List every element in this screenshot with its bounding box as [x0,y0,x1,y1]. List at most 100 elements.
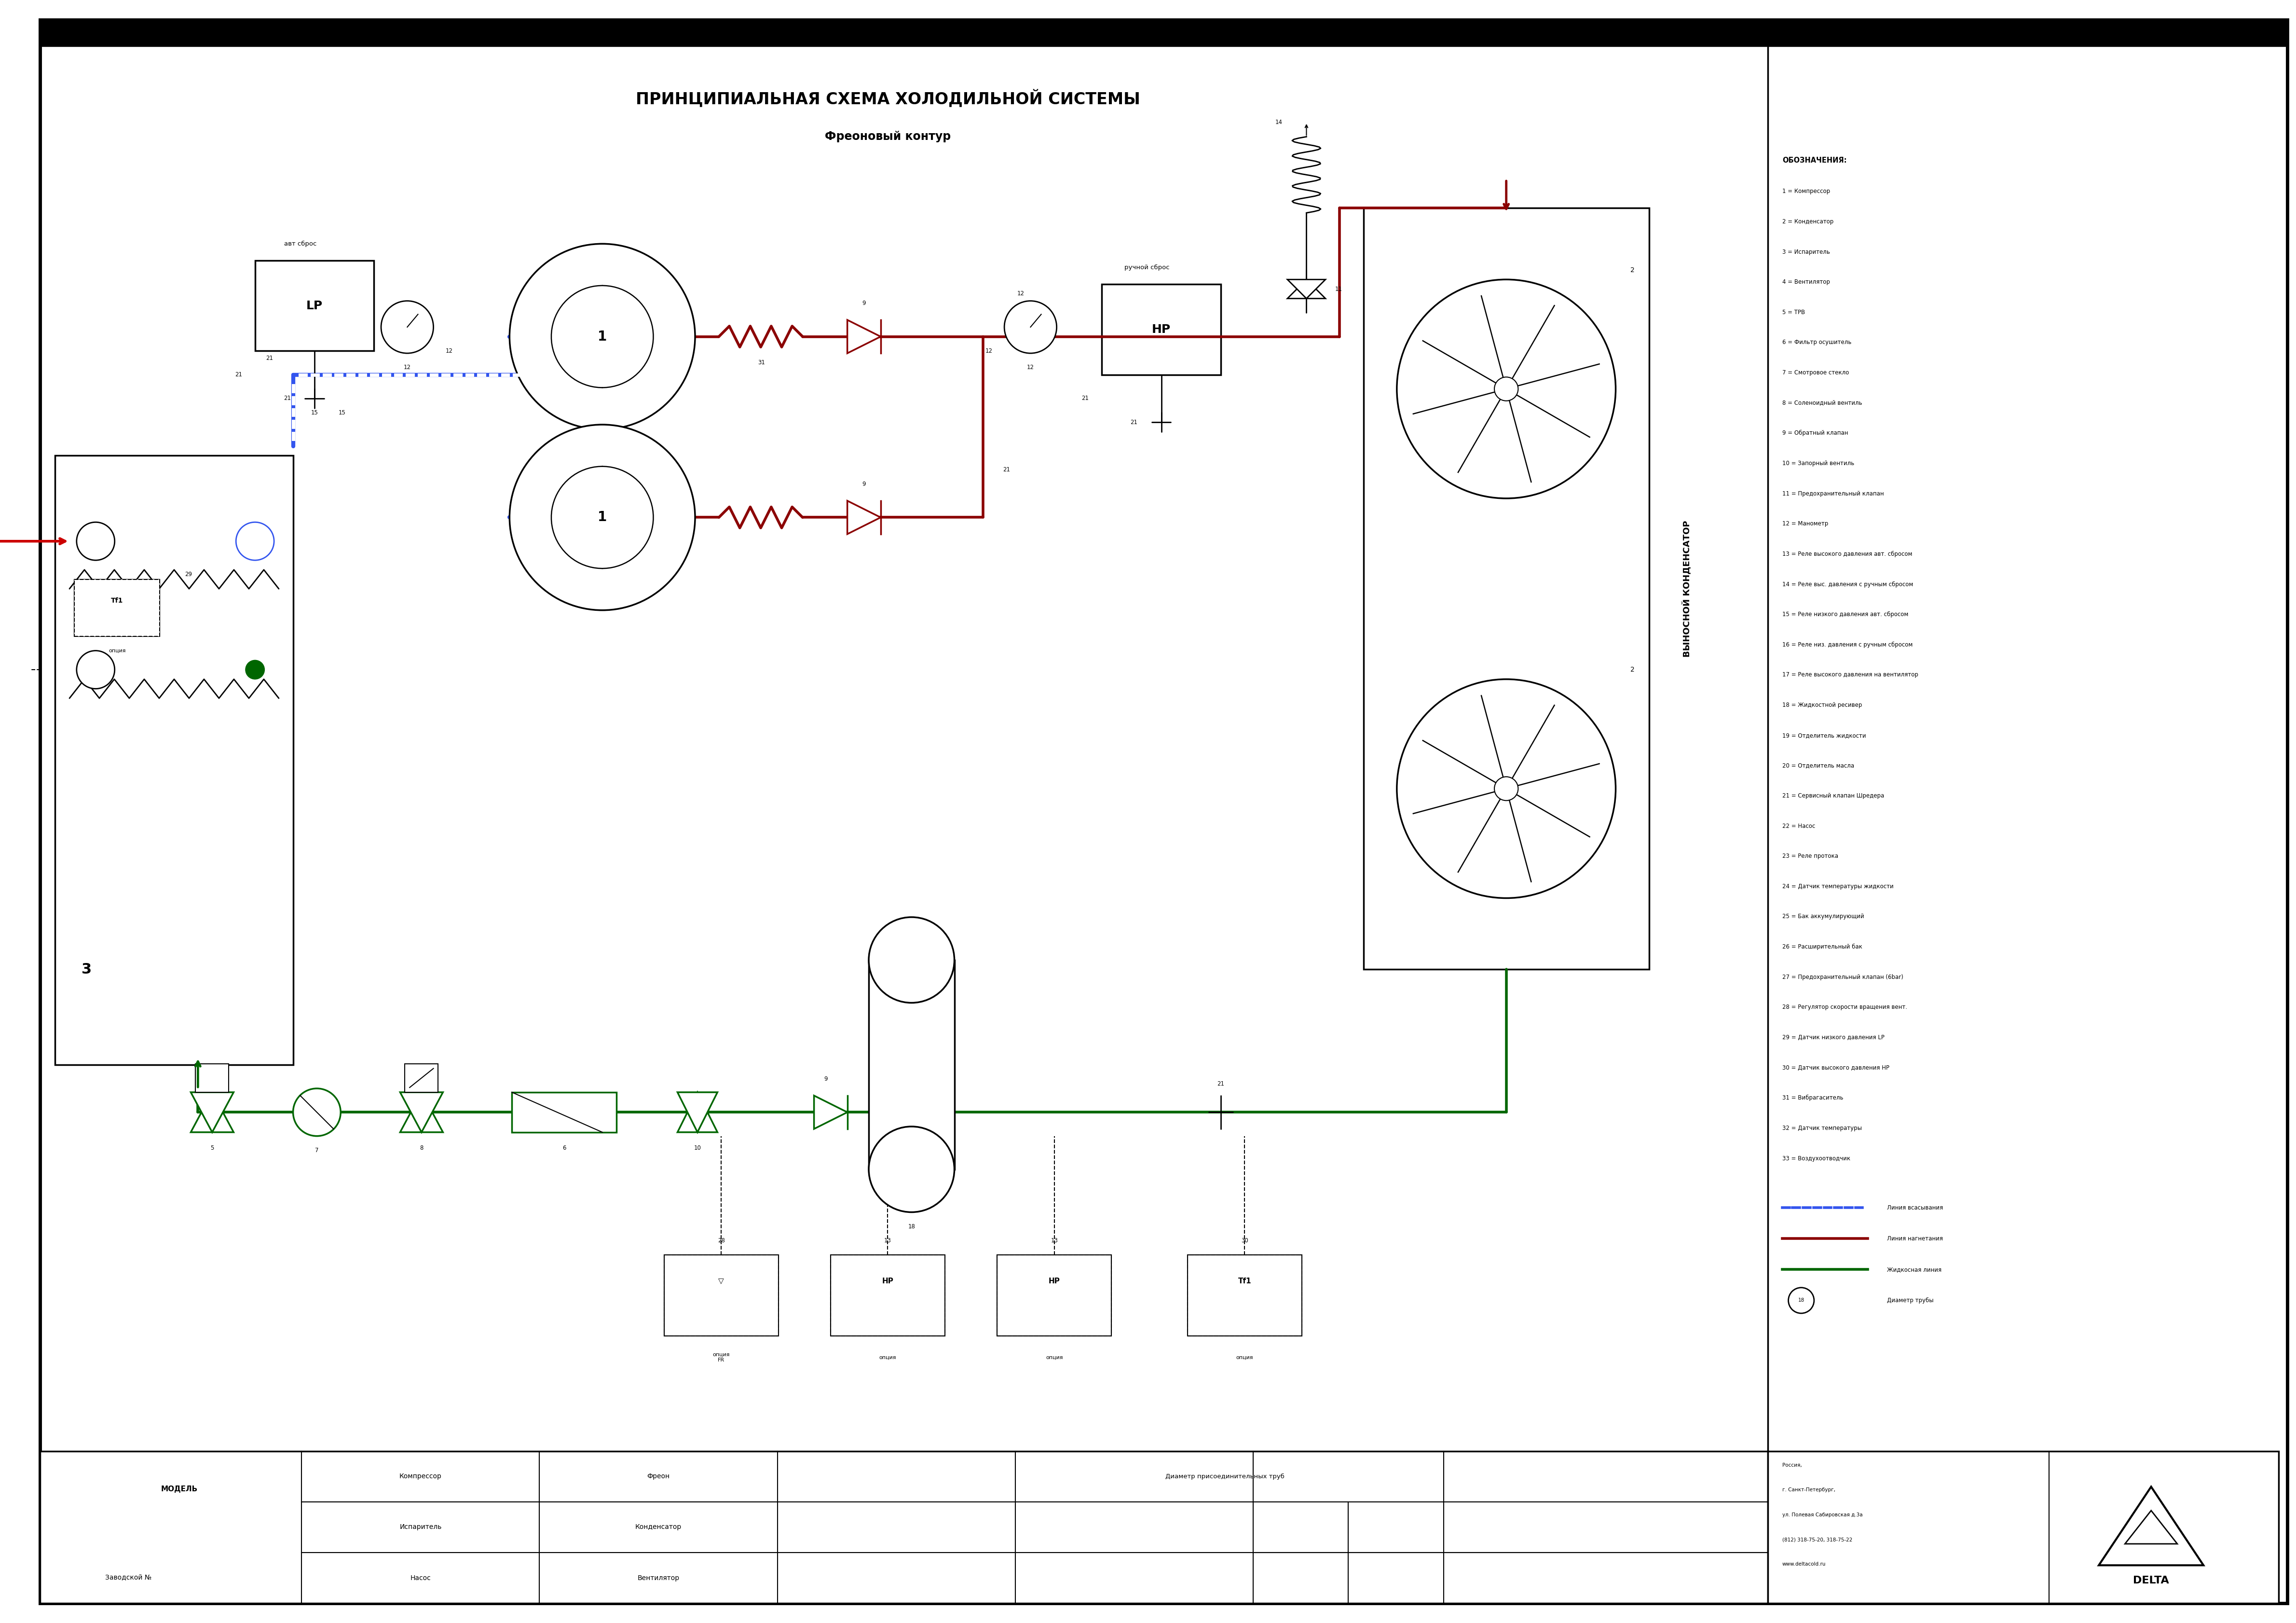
Text: 9: 9 [863,300,866,307]
Text: Жидкосная линия: Жидкосная линия [1887,1266,1942,1272]
Text: 31 = Вибрагаситель: 31 = Вибрагаситель [1782,1096,1844,1100]
Text: 2: 2 [1630,266,1635,273]
Text: 28 = Регулятор скорости вращения вент.: 28 = Регулятор скорости вращения вент. [1782,1005,1908,1011]
Text: 14: 14 [1274,120,1283,125]
Bar [831,1255,946,1336]
Circle shape [868,1126,955,1212]
Text: опция: опция [1045,1355,1063,1360]
Text: 18 = Жидкостной ресивер: 18 = Жидкостной ресивер [1782,703,1862,708]
Polygon shape [815,1096,847,1130]
Text: 12: 12 [404,365,411,370]
Text: 21: 21 [1130,419,1137,425]
Polygon shape [191,1092,234,1133]
Text: 30 = Датчик высокого давления HP: 30 = Датчик высокого давления HP [1782,1065,1890,1071]
Text: 26 = Расширительный бак: 26 = Расширительный бак [1782,943,1862,949]
Text: опция
FR: опция FR [712,1352,730,1363]
Text: 23 = Реле протока: 23 = Реле протока [1782,854,1839,859]
Bar [39,1451,1768,1604]
Bar [996,1255,1111,1336]
Bar [195,1063,230,1092]
Text: 9: 9 [824,1076,829,1083]
Circle shape [76,523,115,560]
Text: 21: 21 [266,355,273,362]
Text: Насос: Насос [411,1574,432,1581]
Text: 18: 18 [1798,1298,1805,1303]
Text: 1: 1 [597,329,606,344]
Text: 30: 30 [1242,1238,1249,1243]
Text: LP: LP [305,300,324,312]
Text: ручной сброс: ручной сброс [1125,265,1169,271]
Bar [1102,284,1221,375]
Text: 25 = Бак аккумулирующий: 25 = Бак аккумулирующий [1782,914,1864,920]
Circle shape [76,651,115,688]
Text: 3 = Испаритель: 3 = Испаритель [1782,248,1830,255]
Text: 11 = Предохранительный клапан: 11 = Предохранительный клапан [1782,490,1883,497]
Text: Диаметр присоединительных труб: Диаметр присоединительных труб [1166,1474,1286,1480]
Circle shape [294,1089,340,1136]
Polygon shape [847,320,882,354]
Text: www.deltacold.ru: www.deltacold.ru [1782,1561,1825,1566]
Text: 21: 21 [282,396,292,401]
Text: 12: 12 [1017,291,1024,297]
Text: МОДЕЛЬ: МОДЕЛЬ [161,1485,197,1493]
Polygon shape [400,1092,443,1133]
Text: 12: 12 [1026,365,1033,370]
Bar [39,19,2287,47]
Polygon shape [400,1092,443,1133]
Text: 4 = Вентилятор: 4 = Вентилятор [1782,279,1830,286]
Text: Компрессор: Компрессор [400,1474,441,1480]
Bar [1187,1255,1302,1336]
Text: 15: 15 [310,409,319,415]
Text: 12 = Манометр: 12 = Манометр [1782,521,1828,527]
Text: 13: 13 [884,1238,891,1243]
Bar [831,1255,946,1336]
Text: Tf1: Tf1 [1238,1277,1251,1285]
Text: 14 = Реле выс. давления с ручным сбросом: 14 = Реле выс. давления с ручным сбросом [1782,581,1913,588]
Text: 31: 31 [758,360,765,365]
Polygon shape [847,502,882,534]
Text: Линия всасывания: Линия всасывания [1887,1204,1942,1211]
Circle shape [1495,377,1518,401]
Circle shape [1003,300,1056,354]
Circle shape [510,425,696,610]
Text: опция: опция [108,648,126,652]
Text: опция: опция [1235,1355,1254,1360]
Text: 12: 12 [445,347,452,354]
Text: 13 = Реле высокого давления авт. сбросом: 13 = Реле высокого давления авт. сбросом [1782,550,1913,557]
Text: ВЫНОСНОЙ КОНДЕНСАТОР: ВЫНОСНОЙ КОНДЕНСАТОР [1683,521,1692,657]
Text: 13: 13 [1052,1238,1058,1243]
Text: 21: 21 [1217,1081,1224,1087]
Text: Заводской №: Заводской № [106,1574,152,1581]
Polygon shape [677,1092,716,1133]
Circle shape [510,243,696,430]
Bar [73,579,161,636]
Bar [512,1092,618,1133]
Circle shape [1396,279,1616,498]
Text: ОБОЗНАЧЕНИЯ:: ОБОЗНАЧЕНИЯ: [1782,157,1846,164]
Text: 7: 7 [315,1147,319,1154]
Bar [1364,208,1649,969]
Text: 5 = ТРВ: 5 = ТРВ [1782,310,1805,315]
Text: 29: 29 [184,571,193,578]
Bar [255,260,374,351]
Text: 21 = Сервисный клапан Шредера: 21 = Сервисный клапан Шредера [1782,792,1885,799]
Text: ▽: ▽ [719,1277,723,1285]
Text: Фреоновый контур: Фреоновый контур [824,131,951,143]
Text: 8: 8 [420,1144,422,1151]
Text: 12: 12 [985,347,992,354]
Text: Россия,: Россия, [1782,1462,1802,1467]
Bar [55,456,294,1065]
Text: (812) 318-75-20, 318-75-22: (812) 318-75-20, 318-75-22 [1782,1537,1853,1542]
Circle shape [381,300,434,354]
Text: 33 = Воздухоотводчик: 33 = Воздухоотводчик [1782,1156,1851,1162]
Text: ПРИНЦИПИАЛЬНАЯ СХЕМА ХОЛОДИЛЬНОЙ СИСТЕМЫ: ПРИНЦИПИАЛЬНАЯ СХЕМА ХОЛОДИЛЬНОЙ СИСТЕМЫ [636,89,1141,107]
Text: 1: 1 [597,511,606,524]
Text: Вентилятор: Вентилятор [638,1574,680,1581]
Text: 32 = Датчик температуры: 32 = Датчик температуры [1782,1125,1862,1131]
Bar [1187,1255,1302,1336]
Text: 8 = Соленоидный вентиль: 8 = Соленоидный вентиль [1782,399,1862,406]
Text: 18: 18 [907,1224,916,1230]
Text: 2 = Конденсатор: 2 = Конденсатор [1782,219,1835,226]
Text: авт сброс: авт сброс [285,240,317,247]
Text: 28: 28 [719,1238,726,1243]
